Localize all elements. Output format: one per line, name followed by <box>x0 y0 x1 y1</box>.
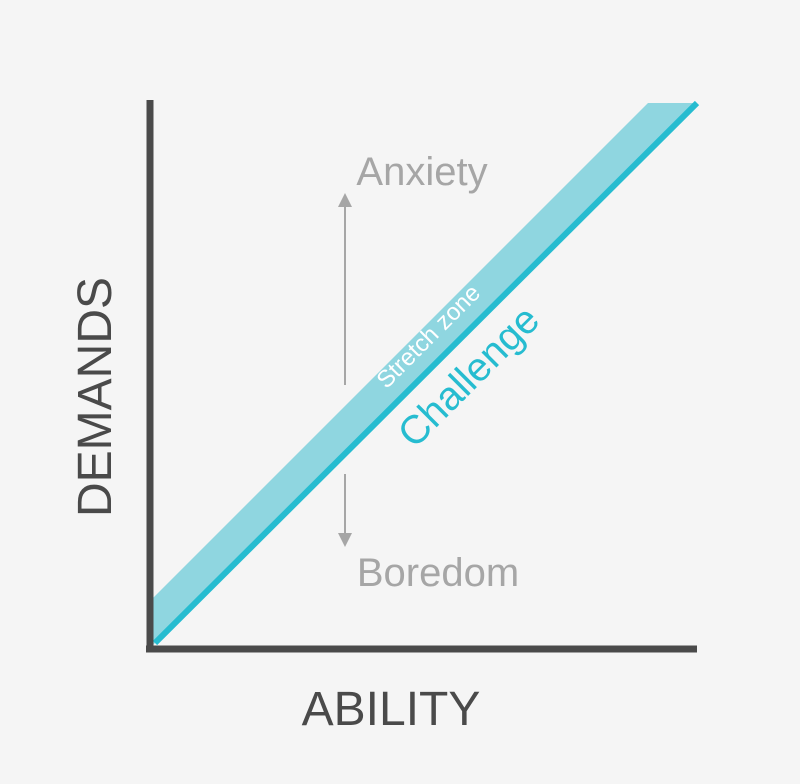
x-axis-label: ABILITY <box>302 683 481 736</box>
y-axis-label: DEMANDS <box>69 277 122 517</box>
up-arrow-icon <box>338 193 352 207</box>
challenge-line <box>152 100 700 646</box>
boredom-label: Boredom <box>357 551 519 595</box>
down-arrow-icon <box>338 533 352 547</box>
anxiety-label: Anxiety <box>356 150 487 194</box>
